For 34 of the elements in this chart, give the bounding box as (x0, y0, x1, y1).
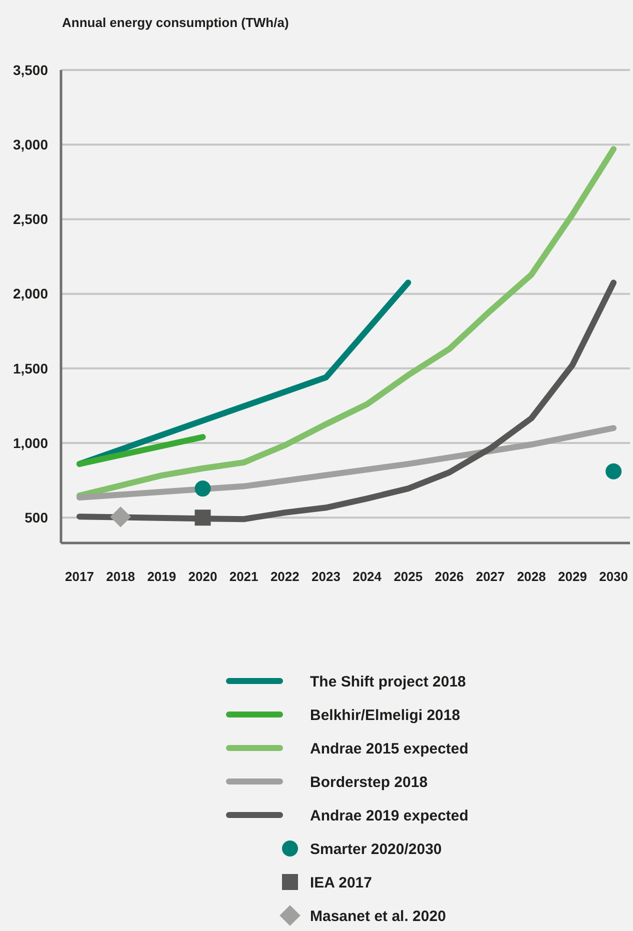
legend-label: Borderstep 2018 (310, 774, 428, 791)
legend-label: IEA 2017 (310, 874, 372, 892)
x-tick-label: 2018 (106, 569, 136, 584)
point (606, 463, 622, 480)
y-tick-label: 2,500 (12, 211, 48, 228)
y-axis-title: Annual energy consumption (TWh/a) (62, 15, 289, 30)
x-tick-label: 2022 (270, 569, 300, 584)
y-tick-label: 3,500 (12, 62, 48, 78)
x-tick-label: 2023 (312, 569, 340, 584)
x-tick-label: 2029 (558, 569, 587, 584)
y-tick-label: 3,000 (12, 136, 48, 153)
x-tick-label: 2025 (394, 569, 423, 584)
point (110, 506, 131, 528)
legend-label: The Shift project 2018 (310, 673, 466, 690)
legend-label: Smarter 2020/2030 (310, 840, 442, 858)
legend-label: Andrae 2015 expected (310, 740, 468, 758)
point (194, 480, 211, 497)
legend-label: Belkhir/Elmeligi 2018 (310, 706, 460, 724)
x-tick-label: 2017 (65, 569, 94, 584)
x-tick-label: 2021 (229, 569, 258, 584)
x-tick-label: 2027 (476, 569, 505, 584)
legend-label: Masanet et al. 2020 (310, 908, 446, 925)
x-tick-label: 2024 (352, 569, 382, 584)
point (194, 510, 211, 526)
x-tick-label: 2020 (188, 569, 218, 584)
x-tick-label: 2026 (434, 569, 464, 584)
y-tick-label: 1,500 (12, 360, 48, 376)
y-tick-label: 2,000 (12, 286, 48, 302)
legend-label: Andrae 2019 expected (310, 807, 468, 824)
x-tick-label: 2030 (599, 569, 628, 584)
y-tick-label: 1,000 (12, 434, 48, 451)
y-tick-label: 500 (24, 510, 48, 526)
x-tick-label: 2019 (147, 569, 176, 584)
x-tick-label: 2028 (516, 569, 546, 584)
